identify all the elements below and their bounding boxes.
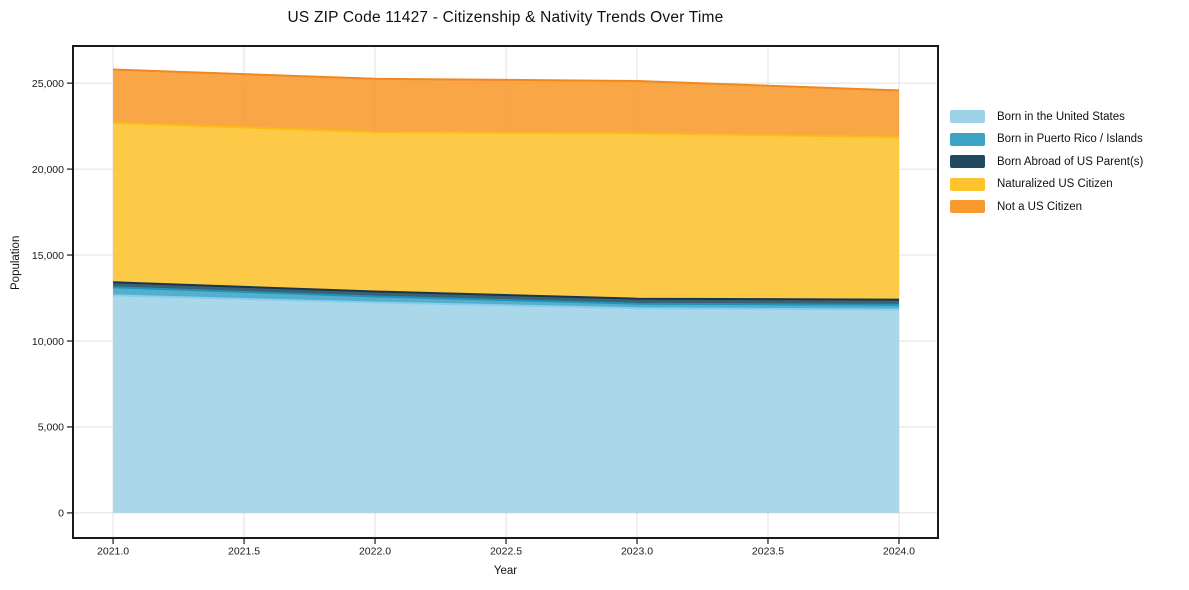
series-line xyxy=(113,294,900,311)
legend-label: Naturalized US Citizen xyxy=(997,178,1113,190)
y-tick-label: 25,000 xyxy=(32,78,64,90)
chart-title: US ZIP Code 11427 - Citizenship & Nativi… xyxy=(287,9,724,26)
legend-item: Not a US Citizen xyxy=(950,200,1143,213)
y-tick-label: 20,000 xyxy=(32,164,64,176)
legend-item: Born in Puerto Rico / Islands xyxy=(950,132,1143,146)
x-axis-label: Year xyxy=(493,565,518,577)
legend-item: Naturalized US Citizen xyxy=(950,177,1143,191)
x-tick-label: 2023.5 xyxy=(752,546,784,558)
legend-swatch-puerto-rico xyxy=(950,132,985,146)
x-tick-label: 2022.5 xyxy=(490,546,522,558)
legend-label: Born Abroad of US Parent(s) xyxy=(997,155,1144,168)
area-band xyxy=(113,122,900,300)
x-tick-label: 2021.0 xyxy=(97,546,129,558)
x-tick-label: 2022.0 xyxy=(359,546,391,558)
x-tick-label: 2021.5 xyxy=(228,546,260,558)
y-tick-label: 15,000 xyxy=(32,250,64,262)
series-line xyxy=(113,281,900,301)
legend-label: Not a US Citizen xyxy=(997,200,1083,213)
y-tick-label: 0 xyxy=(58,508,64,520)
legend: Born in the United States Born in Puerto… xyxy=(950,110,1143,223)
legend-swatch-not-citizen xyxy=(950,200,985,213)
series-line xyxy=(113,68,900,92)
legend-item: Born in the United States xyxy=(950,110,1143,123)
y-tick-label: 10,000 xyxy=(32,336,64,348)
y-tick-label: 5,000 xyxy=(38,422,64,434)
plot-border xyxy=(72,45,939,539)
x-tick-label: 2024.0 xyxy=(883,546,915,558)
area-band xyxy=(113,295,900,513)
series-line xyxy=(113,121,900,138)
legend-label: Born in Puerto Rico / Islands xyxy=(997,133,1143,145)
series-line xyxy=(113,286,900,306)
area-band xyxy=(113,69,900,137)
legend-label: Born in the United States xyxy=(997,110,1125,123)
legend-swatch-naturalized xyxy=(950,177,985,191)
legend-swatch-born-us xyxy=(950,110,985,123)
legend-item: Born Abroad of US Parent(s) xyxy=(950,155,1143,168)
x-tick-label: 2023.0 xyxy=(621,546,653,558)
legend-swatch-born-abroad xyxy=(950,155,985,168)
